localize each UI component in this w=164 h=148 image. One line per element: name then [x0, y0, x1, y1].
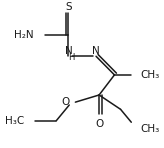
Text: N: N — [92, 46, 100, 56]
Text: O: O — [62, 97, 70, 107]
Text: N: N — [65, 46, 72, 56]
Text: H₃C: H₃C — [5, 116, 24, 126]
Text: CH₃: CH₃ — [141, 70, 160, 80]
Text: H₂N: H₂N — [14, 30, 33, 40]
Text: H: H — [68, 53, 74, 62]
Text: S: S — [65, 2, 72, 12]
Text: O: O — [95, 119, 103, 129]
Text: CH₃: CH₃ — [141, 124, 160, 134]
